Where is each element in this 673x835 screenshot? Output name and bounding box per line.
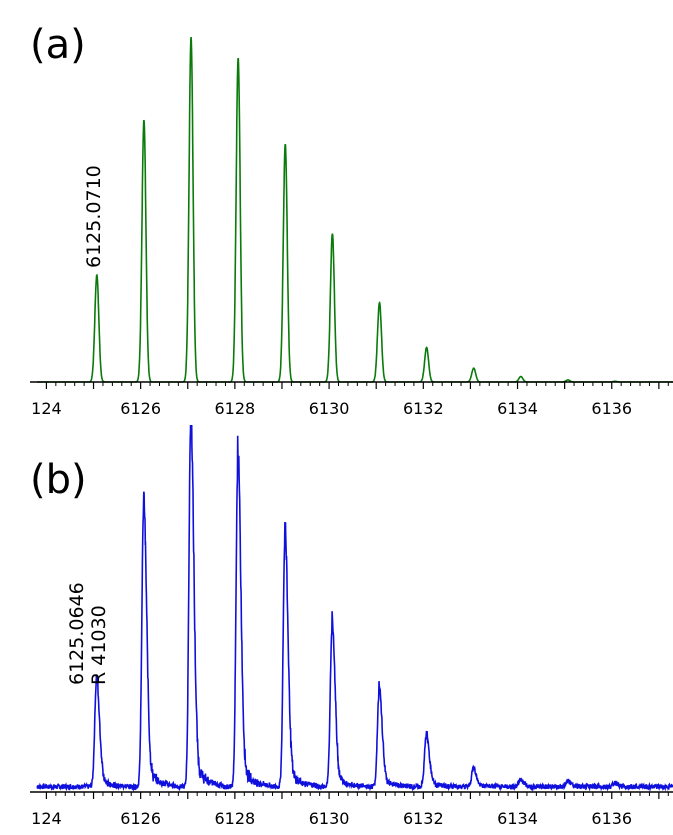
peak-annotation: 6125.0646 [66,582,88,685]
x-tick-label: 6134 [497,809,538,828]
peak-annotation: 6125.0710 [83,165,105,268]
x-tick-label: 6126 [120,809,161,828]
x-tick-label: 6132 [403,809,444,828]
x-tick-label: 6136 [591,809,632,828]
spectrum-chart-a: 124 6126 6128 6130 6132 6134 6136 6125.0710 [30,36,673,418]
spectrum-line [36,425,673,793]
x-tick-label: 6128 [215,399,256,418]
x-tick-label: 124 [31,809,62,828]
x-tick-label: 6130 [309,809,350,828]
x-tick-label: 6136 [591,399,632,418]
x-tick-label: 6130 [309,399,350,418]
panel-b: (b) 124 6126 6128 6130 6132 6134 6136 6125.0646… [0,425,673,835]
x-tick-label: 124 [31,399,62,418]
peak-annotation: R 41030 [88,605,110,685]
x-tick-label: 6134 [497,399,538,418]
spectrum-line [37,36,673,383]
x-tick-label: 6132 [403,399,444,418]
panel-a: (a) 124 6126 6128 6130 6132 6134 6136 6125.0710 [30,22,673,418]
panel-label: (b) [30,457,87,503]
x-tick-label: 6126 [120,399,161,418]
spectrum-chart-b: 124 6126 6128 6130 6132 6134 6136 6125.0646 R 41… [30,425,673,828]
x-tick-label: 6128 [215,809,256,828]
panel-label: (a) [30,22,86,68]
